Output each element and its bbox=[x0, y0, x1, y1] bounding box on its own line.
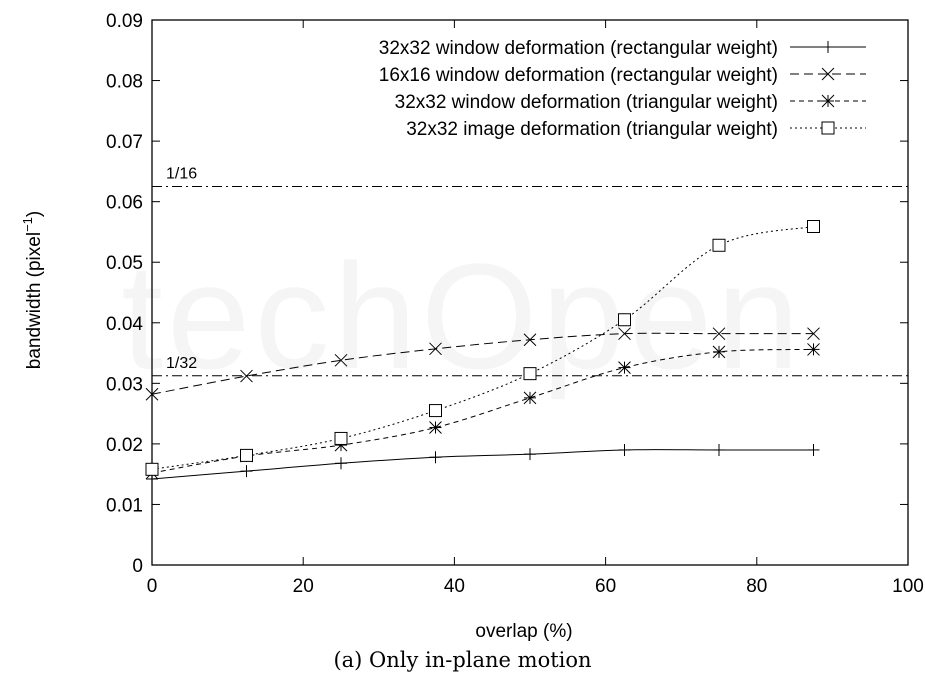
series-line bbox=[151, 226, 814, 470]
reference-line-label: 1/32 bbox=[166, 355, 197, 372]
x-axis-title: overlap (%) bbox=[475, 621, 572, 642]
marker-stroke bbox=[334, 353, 348, 367]
marker-stroke bbox=[429, 342, 442, 356]
star-marker bbox=[807, 343, 820, 356]
x-tick-label: 60 bbox=[595, 576, 616, 597]
plus-marker bbox=[524, 448, 536, 461]
legend-label: 32x32 image deformation (triangular weig… bbox=[406, 119, 778, 140]
cross-marker bbox=[429, 342, 442, 356]
y-axis-title-main: bandwidth (pixel bbox=[24, 232, 45, 369]
plot-frame bbox=[151, 19, 909, 566]
legend-label: 32x32 window deformation (rectangular we… bbox=[379, 38, 778, 59]
series-line bbox=[151, 332, 814, 395]
square-marker bbox=[429, 404, 442, 418]
series-1 bbox=[146, 443, 820, 486]
square-marker bbox=[145, 462, 159, 476]
plus-marker bbox=[618, 443, 631, 456]
plus-marker bbox=[429, 451, 442, 464]
marker-stroke bbox=[807, 343, 820, 356]
marker-stroke bbox=[712, 327, 726, 341]
marker-stroke bbox=[618, 327, 631, 341]
square-marker bbox=[523, 367, 537, 381]
square-marker bbox=[334, 431, 348, 445]
square-marker bbox=[240, 448, 253, 462]
y-tick-label: 0.08 bbox=[106, 72, 143, 93]
star-marker bbox=[618, 361, 631, 374]
square-marker bbox=[821, 121, 835, 135]
x-tick-label: 40 bbox=[444, 576, 465, 597]
y-tick-label: 0.03 bbox=[106, 374, 143, 395]
legend-item: 32x32 image deformation (triangular weig… bbox=[406, 119, 866, 140]
y-axis-title: bandwidth (pixel−1) bbox=[20, 211, 45, 369]
marker-stroke bbox=[523, 333, 537, 347]
y-tick-label: 0.04 bbox=[106, 314, 143, 335]
legend-item: 32x32 window deformation (triangular wei… bbox=[395, 92, 866, 113]
marker-stroke bbox=[821, 67, 835, 81]
square-marker bbox=[807, 219, 820, 233]
cross-marker bbox=[821, 67, 835, 81]
y-tick-label: 0.06 bbox=[106, 193, 143, 214]
legend-item: 32x32 window deformation (rectangular we… bbox=[379, 38, 866, 59]
cross-marker bbox=[618, 327, 631, 341]
x-tick-label: 0 bbox=[147, 576, 158, 597]
figure-caption: (a) Only in-plane motion bbox=[333, 648, 592, 672]
cross-marker bbox=[334, 353, 348, 367]
plus-marker bbox=[713, 443, 725, 456]
square-marker bbox=[712, 238, 726, 252]
series-2 bbox=[145, 327, 820, 401]
reference-line-label: 1/16 bbox=[166, 166, 197, 183]
plus-marker bbox=[807, 443, 820, 456]
star-marker bbox=[429, 421, 442, 434]
cross-marker bbox=[240, 369, 253, 383]
legend-item: 16x16 window deformation (rectangular we… bbox=[379, 65, 866, 86]
y-tick-label: 0.01 bbox=[106, 495, 143, 516]
y-tick-label: 0 bbox=[132, 556, 143, 577]
plus-marker bbox=[822, 41, 834, 53]
marker-stroke bbox=[618, 361, 631, 374]
square-marker bbox=[618, 313, 631, 327]
y-tick-label: 0.02 bbox=[106, 435, 143, 456]
marker-stroke bbox=[821, 94, 835, 108]
cross-marker bbox=[807, 327, 820, 341]
y-axis-title-close: ) bbox=[24, 211, 45, 217]
x-tick-label: 20 bbox=[293, 576, 314, 597]
y-axis-title-exponent: −1 bbox=[20, 217, 35, 232]
plus-marker bbox=[335, 457, 347, 470]
cross-marker bbox=[712, 327, 726, 341]
cross-marker bbox=[523, 333, 537, 347]
y-tick-label: 0.05 bbox=[106, 253, 143, 274]
star-marker bbox=[821, 94, 835, 108]
star-marker bbox=[712, 345, 726, 359]
plus-marker bbox=[240, 465, 253, 478]
marker-stroke bbox=[145, 387, 159, 401]
y-tick-label: 0.07 bbox=[106, 132, 143, 153]
legend-label: 16x16 window deformation (rectangular we… bbox=[379, 65, 778, 86]
x-tick-label: 80 bbox=[746, 576, 767, 597]
legend-label: 32x32 window deformation (triangular wei… bbox=[395, 92, 778, 113]
cross-marker bbox=[145, 387, 159, 401]
series-line bbox=[151, 449, 814, 480]
marker-stroke bbox=[807, 327, 820, 341]
series-4 bbox=[145, 219, 820, 476]
marker-stroke bbox=[429, 421, 442, 434]
marker-stroke bbox=[523, 391, 537, 405]
series-line bbox=[151, 348, 814, 474]
star-marker bbox=[523, 391, 537, 405]
marker-stroke bbox=[240, 369, 253, 383]
y-tick-label: 0.09 bbox=[106, 11, 143, 32]
marker-stroke bbox=[712, 345, 726, 359]
x-tick-label: 100 bbox=[892, 576, 924, 597]
